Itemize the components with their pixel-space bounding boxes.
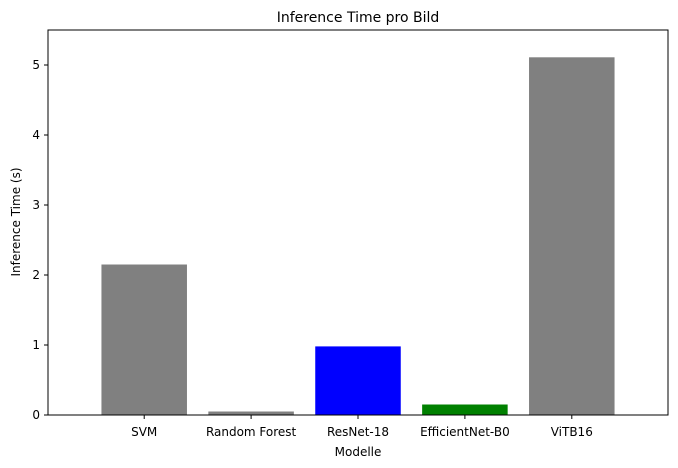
y-tick-label: 1 <box>32 338 40 352</box>
bar-vitb16 <box>529 57 615 416</box>
bars-group <box>101 57 615 416</box>
x-tick-label: ViTB16 <box>551 425 593 439</box>
y-tick-label: 0 <box>32 408 40 422</box>
x-tick-label: ResNet-18 <box>327 425 389 439</box>
bar-random-forest <box>208 411 294 415</box>
y-axis-label: Inference Time (s) <box>9 167 23 276</box>
bar-svm <box>101 264 187 415</box>
chart-title: Inference Time pro Bild <box>277 10 440 26</box>
x-tick-label: EfficientNet-B0 <box>420 425 510 439</box>
y-tick-label: 4 <box>32 128 40 142</box>
x-ticks-group: SVM Random Forest ResNet-18 EfficientNet-B0… <box>131 415 593 439</box>
y-tick-label: 2 <box>32 268 40 282</box>
x-tick-label: SVM <box>131 425 157 439</box>
plot-frame <box>47 29 669 416</box>
y-ticks-group: 0 1 2 3 4 5 <box>32 58 48 422</box>
x-axis-label: Modelle <box>335 445 382 459</box>
bar-resnet-18 <box>315 346 401 415</box>
y-tick-label: 5 <box>32 58 40 72</box>
x-tick-label: Random Forest <box>206 425 297 439</box>
bar-efficientnet-b0 <box>422 404 508 415</box>
y-tick-label: 3 <box>32 198 40 212</box>
